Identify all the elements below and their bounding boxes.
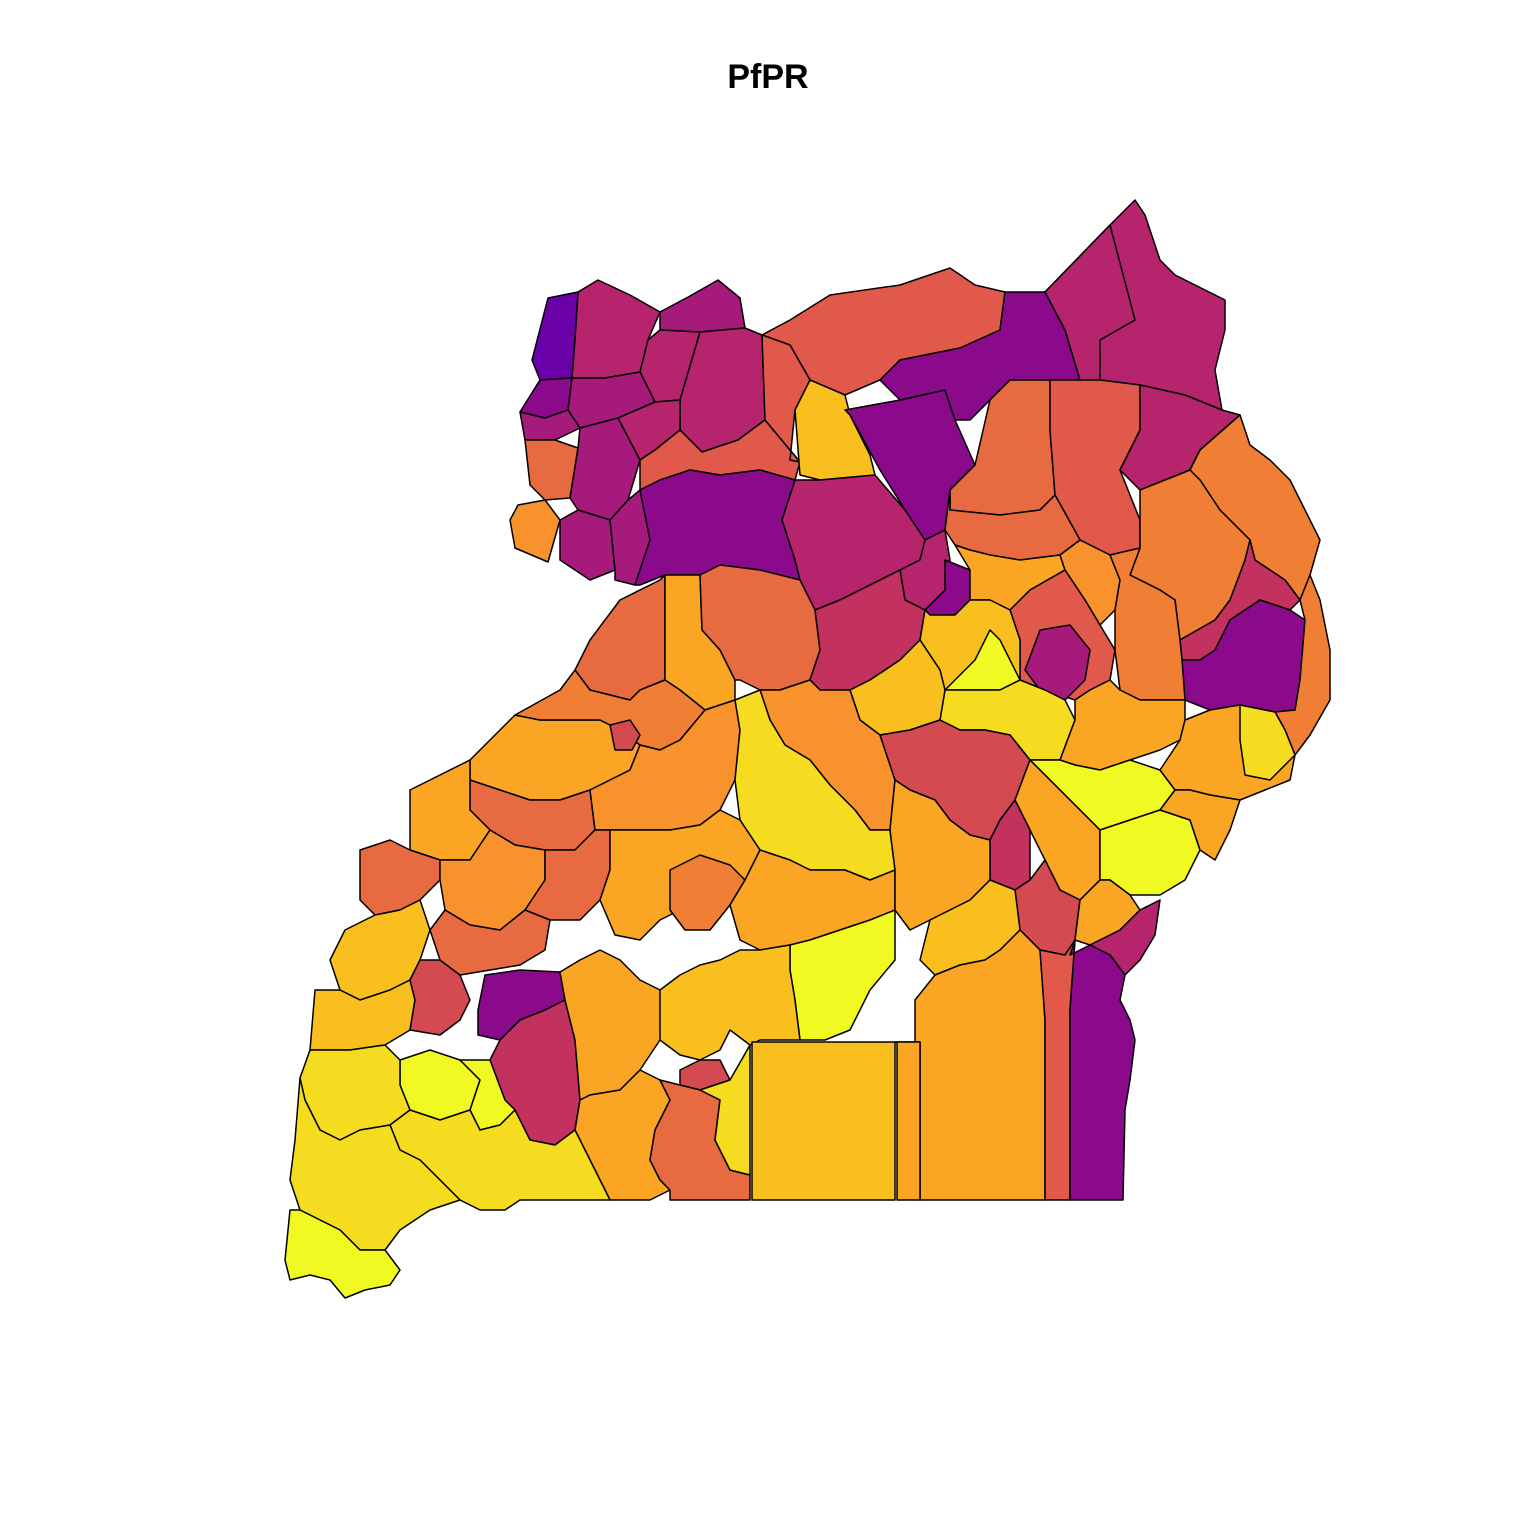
district-region <box>284 1209 401 1299</box>
district-region <box>524 439 579 501</box>
district-region <box>509 499 561 563</box>
district-region <box>896 1041 921 1201</box>
district-region <box>1069 939 1136 1201</box>
district-region <box>409 959 471 1036</box>
district-region <box>574 574 666 701</box>
district-region <box>609 719 641 751</box>
district-region <box>761 334 811 463</box>
district-region <box>659 279 746 333</box>
district-region <box>359 839 441 916</box>
district-region <box>531 291 579 381</box>
district-region <box>1024 624 1091 701</box>
district-region <box>659 944 801 1061</box>
map-title: PfPR <box>727 58 809 96</box>
district-region <box>559 509 616 581</box>
district-region <box>889 779 991 931</box>
district-region <box>751 1041 896 1201</box>
district-region <box>1159 789 1241 861</box>
district-region <box>1239 704 1296 781</box>
district-region <box>699 1044 751 1176</box>
district-region <box>429 909 551 976</box>
